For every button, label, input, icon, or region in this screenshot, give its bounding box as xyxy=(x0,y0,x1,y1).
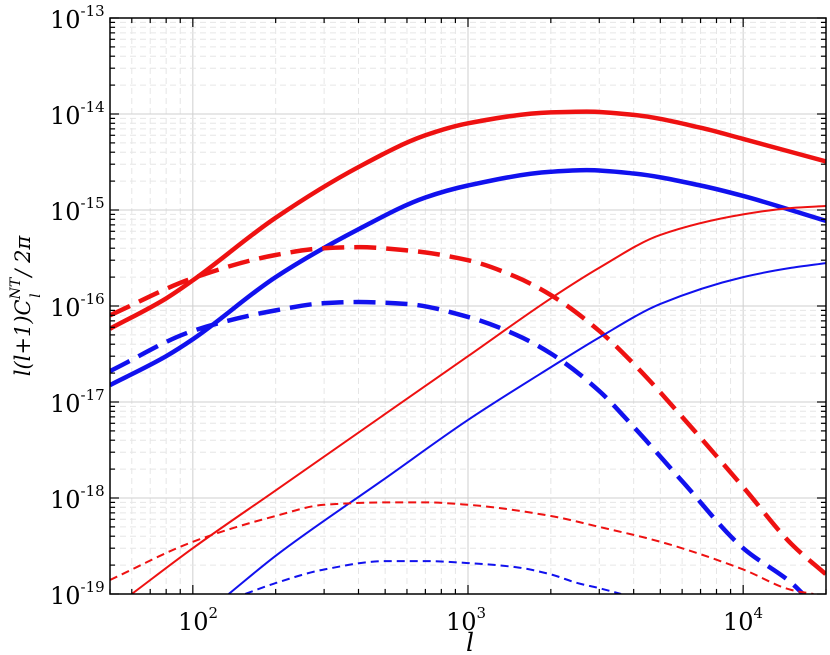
series-layer xyxy=(110,109,826,594)
series-line-8 xyxy=(244,560,622,594)
y-tick-label: 10-15 xyxy=(50,194,105,226)
series-line-7 xyxy=(110,501,814,594)
series-line-2 xyxy=(110,167,826,388)
x-axis-label: l xyxy=(466,628,474,655)
y-tick-label: 10-17 xyxy=(50,386,105,418)
series-line-5 xyxy=(131,205,826,594)
x-tick-label: 103 xyxy=(446,604,486,636)
y-axis-label: l(l+1)CNT l / 2π xyxy=(8,235,44,377)
y-tick-label: 10-14 xyxy=(50,98,105,130)
y-tick-label: 10-13 xyxy=(50,2,105,34)
series-line-3 xyxy=(110,244,826,577)
x-tick-label: 102 xyxy=(178,604,218,636)
x-tick-label: 104 xyxy=(723,604,763,636)
y-tick-label: 10-16 xyxy=(50,290,105,322)
axis-ticks xyxy=(109,17,827,595)
y-tick-label: 10-19 xyxy=(50,578,105,610)
series-line-4 xyxy=(110,299,805,594)
y-tick-label: 10-18 xyxy=(50,482,105,514)
series-line-6 xyxy=(228,262,826,594)
